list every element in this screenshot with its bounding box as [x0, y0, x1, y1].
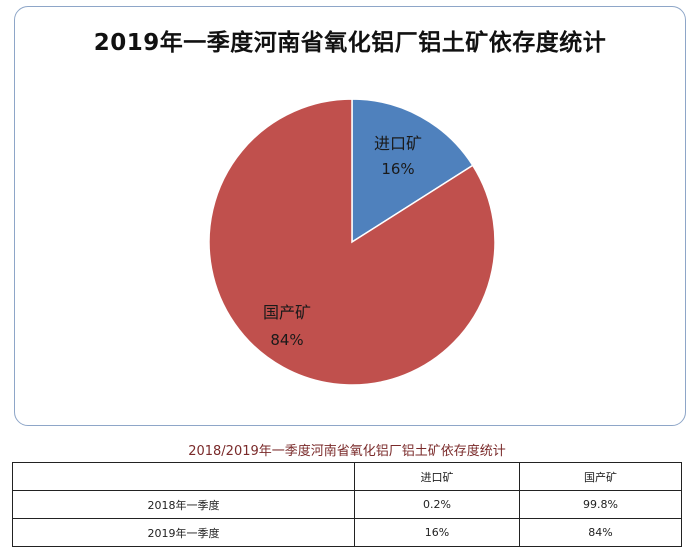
pie-slice [351, 98, 474, 244]
table-title: 2018/2019年一季度河南省氧化铝厂铝土矿依存度统计 [188, 444, 506, 459]
table-header-cell: 进口矿 [354, 462, 520, 491]
data-table: 进口矿 国产矿 2018年一季度 0.2% 99.8% 2019年一季度 16%… [12, 462, 682, 547]
slice-value-label: 84% [270, 331, 303, 349]
table-cell: 84% [519, 518, 682, 547]
table-cell: 0.2% [354, 490, 520, 519]
table-header-cell [12, 462, 355, 491]
chart-title: 2019年一季度河南省氧化铝厂铝土矿依存度统计 [93, 30, 607, 56]
table-cell: 2019年一季度 [12, 518, 355, 547]
table-cell: 16% [354, 518, 520, 547]
table-cell: 2018年一季度 [12, 490, 355, 519]
pie-chart: 进口矿 16% 国产矿 84% [208, 98, 496, 386]
table-row: 2018年一季度 0.2% 99.8% [12, 490, 682, 519]
table-row: 2019年一季度 16% 84% [12, 518, 682, 547]
slice-label: 进口矿 [374, 134, 422, 153]
slice-label: 国产矿 [263, 303, 311, 322]
table-cell: 99.8% [519, 490, 682, 519]
table-header-cell: 国产矿 [519, 462, 682, 491]
pie-slice [208, 98, 496, 386]
chart-frame: 2019年一季度河南省氧化铝厂铝土矿依存度统计 进口矿 16% 国产矿 84% [14, 6, 686, 426]
table-header-row: 进口矿 国产矿 [12, 462, 682, 491]
slice-value-label: 16% [381, 160, 414, 178]
